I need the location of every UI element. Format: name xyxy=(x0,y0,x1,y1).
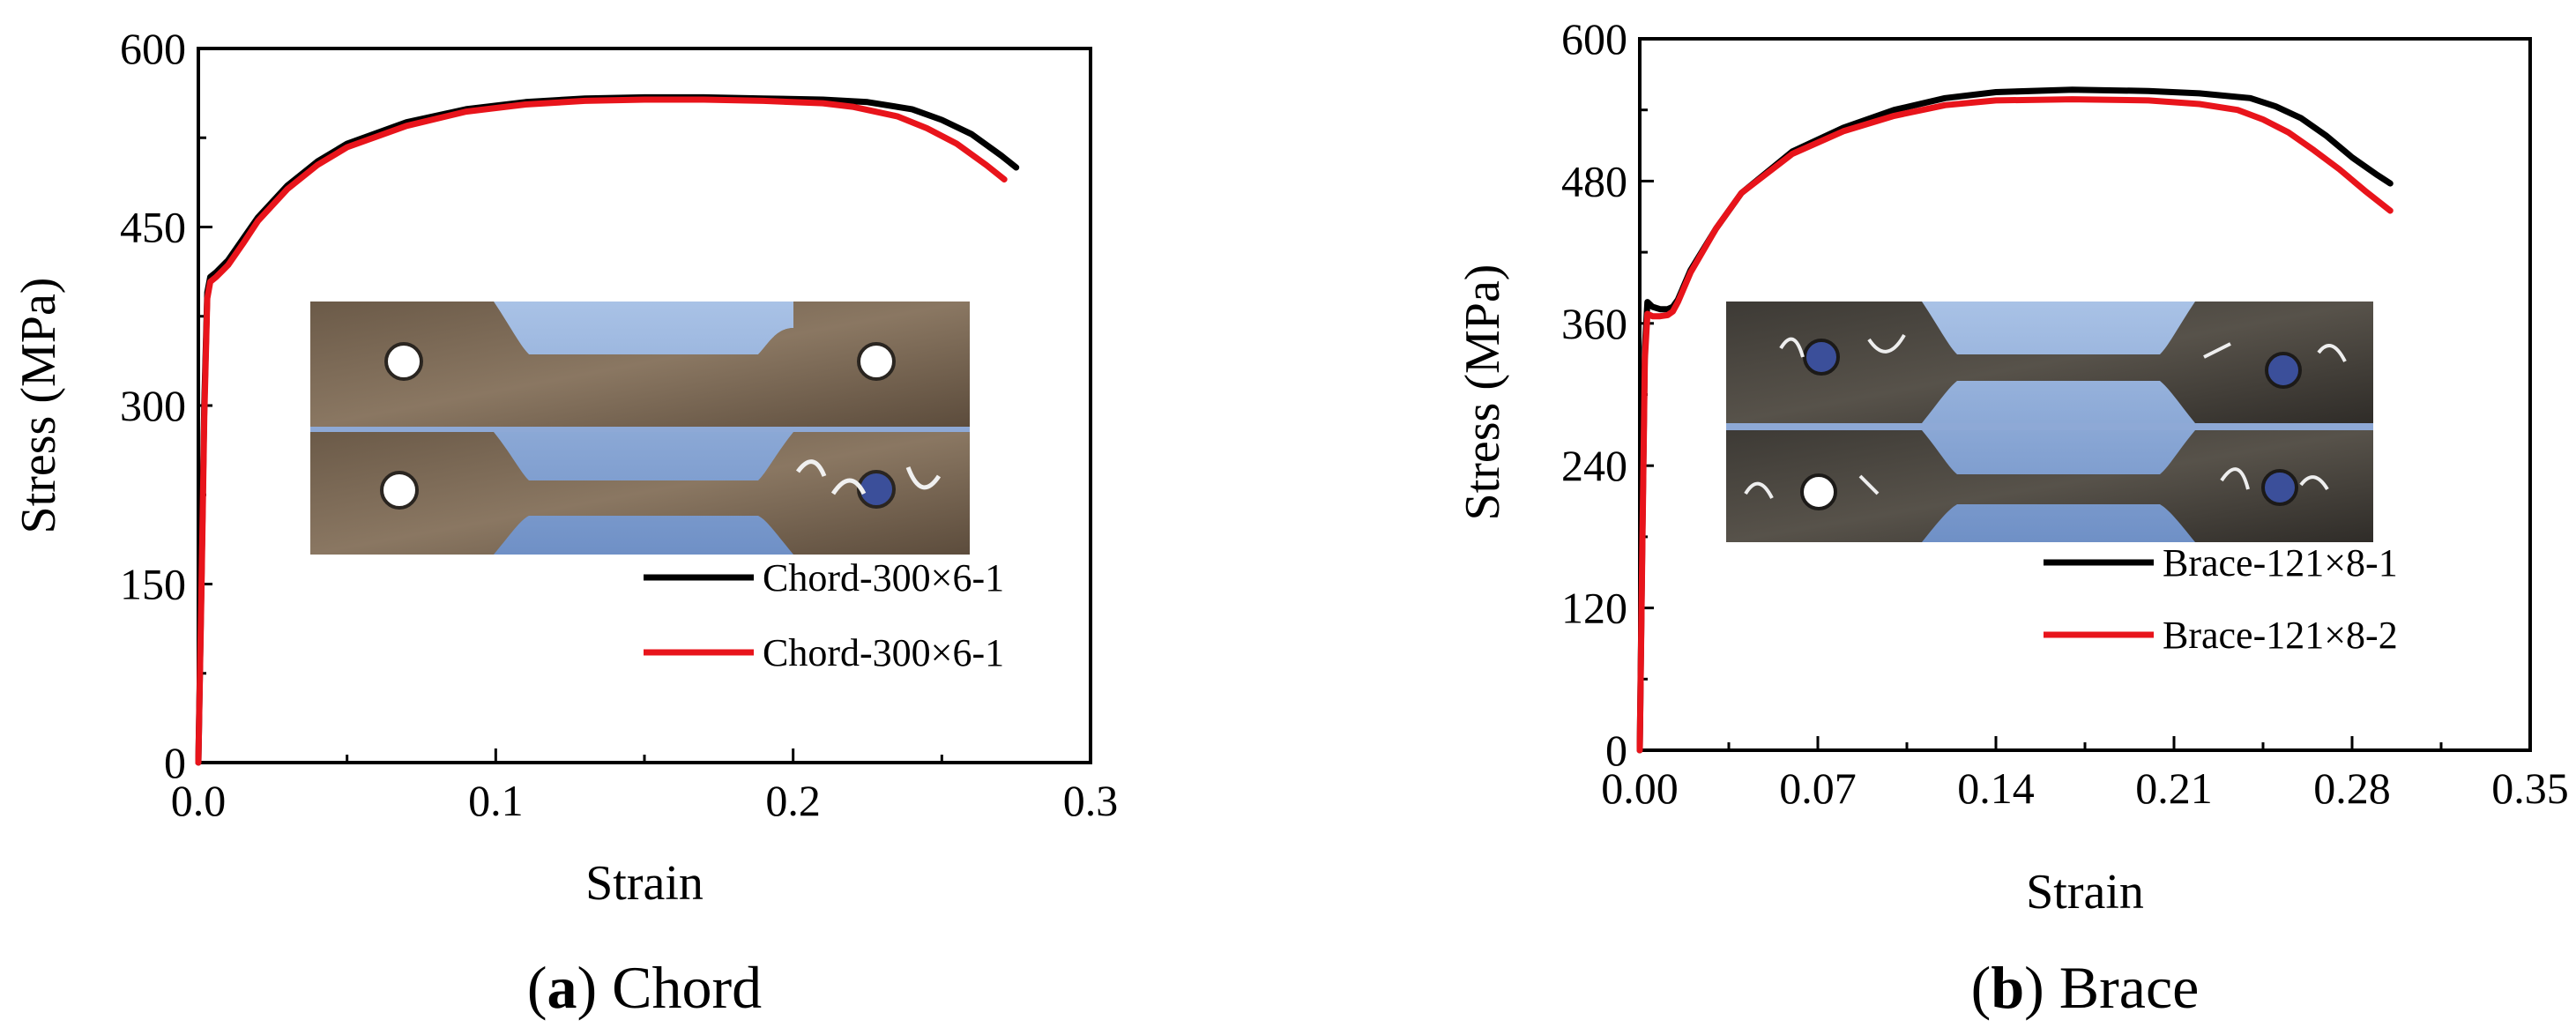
y-tick-label-b: 240 xyxy=(1561,441,1627,490)
x-tick-label-b: 0.07 xyxy=(1779,763,1857,813)
y-tick-label-a: 150 xyxy=(120,560,186,609)
legend-label-a-0: Chord-300×6-1 xyxy=(763,556,1004,599)
legend-a: Chord-300×6-1 Chord-300×6-1 xyxy=(644,556,1004,674)
x-tick-label-a: 0.3 xyxy=(1063,776,1119,825)
series-line-b-0 xyxy=(1636,86,2394,754)
x-tick-label-b: 0.14 xyxy=(1957,763,2035,813)
legend-label-a-1: Chord-300×6-1 xyxy=(763,631,1004,674)
legend-label-b-1: Brace-121×8-2 xyxy=(2163,614,2398,657)
coupon-photo-brace xyxy=(1726,302,2373,542)
caption-text-b: Brace xyxy=(2059,954,2200,1021)
series-line-b-1 xyxy=(1636,96,2394,754)
x-axis-label-b: Strain xyxy=(2026,865,2144,920)
x-tick-label-b: 0.28 xyxy=(2313,763,2391,813)
y-tick-label-a: 450 xyxy=(120,203,186,252)
panel-caption-b: (b) Brace xyxy=(1971,954,2200,1021)
legend-b: Brace-121×8-1 Brace-121×8-2 xyxy=(2044,541,2398,657)
x-tick-label-a: 0.1 xyxy=(468,776,524,825)
y-axis-label-a: Stress (MPa) xyxy=(11,278,66,534)
x-tick-label-b: 0.00 xyxy=(1601,763,1679,813)
coupon-photo-chord xyxy=(310,302,970,555)
y-tick-label-b: 600 xyxy=(1561,14,1627,63)
y-tick-label-b: 480 xyxy=(1561,156,1627,205)
y-tick-label-a: 0 xyxy=(164,738,186,787)
y-tick-label-b: 120 xyxy=(1561,584,1627,633)
series-group-b xyxy=(1636,86,2394,754)
panel-letter-b: b xyxy=(1991,954,2024,1021)
x-tick-label-b: 0.21 xyxy=(2135,763,2213,813)
panel-a: 0.0 0.1 0.2 0.3 0 150 300 450 600 Strain Stress … xyxy=(11,24,1118,1021)
panel-b: 0.00 0.07 0.14 0.21 0.28 0.35 0 120 240 360 480 600… xyxy=(1456,14,2569,1021)
legend-label-b-0: Brace-121×8-1 xyxy=(2163,541,2398,585)
x-tick-label-a: 0.0 xyxy=(171,776,227,825)
axis-ticks-b: 0.00 0.07 0.14 0.21 0.28 0.35 0 120 240 360 480 600 xyxy=(1561,14,2569,813)
x-tick-label-a: 0.2 xyxy=(765,776,821,825)
series-line-a-1 xyxy=(195,96,1008,766)
x-axis-label-a: Strain xyxy=(585,856,704,911)
y-tick-label-a: 300 xyxy=(120,381,186,430)
panel-letter-a: a xyxy=(547,954,577,1021)
caption-text-a: Chord xyxy=(612,954,762,1021)
y-tick-label-b: 360 xyxy=(1561,299,1627,348)
y-tick-label-b: 0 xyxy=(1605,726,1627,775)
x-tick-label-b: 0.35 xyxy=(2491,763,2569,813)
axis-ticks-a: 0.0 0.1 0.2 0.3 0 150 300 450 600 xyxy=(120,24,1118,825)
y-axis-label-b: Stress (MPa) xyxy=(1456,264,1510,521)
panel-caption-a: (a) Chord xyxy=(527,954,762,1021)
y-tick-label-a: 600 xyxy=(120,24,186,73)
series-group-a xyxy=(195,93,1020,766)
